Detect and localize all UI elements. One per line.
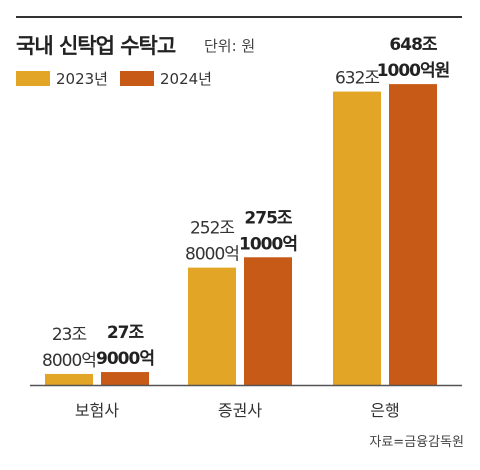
unit-label: 단위: 원 <box>204 37 256 55</box>
data-label-증권사-2023년: 252조 <box>190 219 234 239</box>
chart-title: 국내 신탁업 수탁고 <box>16 34 176 58</box>
category-label-은행: 은행 <box>370 401 399 420</box>
data-label-증권사-2023년: 8000억 <box>185 245 239 265</box>
data-label-증권사-2024년: 275조 <box>244 208 292 228</box>
bar-보험사-2024년 <box>101 372 149 385</box>
bar-은행-2023년 <box>333 91 381 386</box>
bar-보험사-2023년 <box>45 373 93 385</box>
source-note: 자료=금융감독원 <box>369 435 464 450</box>
bar-증권사-2023년 <box>188 267 236 385</box>
data-label-증권사-2024년: 1000억 <box>239 234 297 254</box>
data-label-보험사-2024년: 9000억 <box>96 349 154 369</box>
legend-item-2023: 2023년 <box>16 68 108 89</box>
legend-item-2024: 2024년 <box>119 68 212 89</box>
bar-증권사-2024년 <box>244 257 292 385</box>
data-label-보험사-2024년: 27조 <box>107 323 145 343</box>
legend-label-2023: 2023년 <box>56 70 108 88</box>
data-label-보험사-2023년: 23조 <box>52 325 87 345</box>
data-label-은행-2024년: 648조 <box>389 35 437 55</box>
category-label-증권사: 증권사 <box>218 401 262 420</box>
top-rule <box>16 16 462 18</box>
legend-swatch-2023 <box>16 71 50 86</box>
legend-swatch-2024 <box>119 71 154 86</box>
legend: 2023년 2024년 <box>16 68 224 89</box>
data-label-은행-2023년: 632조 <box>335 69 379 89</box>
category-label-보험사: 보험사 <box>75 401 119 420</box>
data-label-은행-2024년: 1000억원 <box>377 61 450 81</box>
data-label-보험사-2023년: 8000억 <box>42 351 96 371</box>
bar-은행-2024년 <box>389 84 437 385</box>
legend-label-2024: 2024년 <box>159 70 212 88</box>
